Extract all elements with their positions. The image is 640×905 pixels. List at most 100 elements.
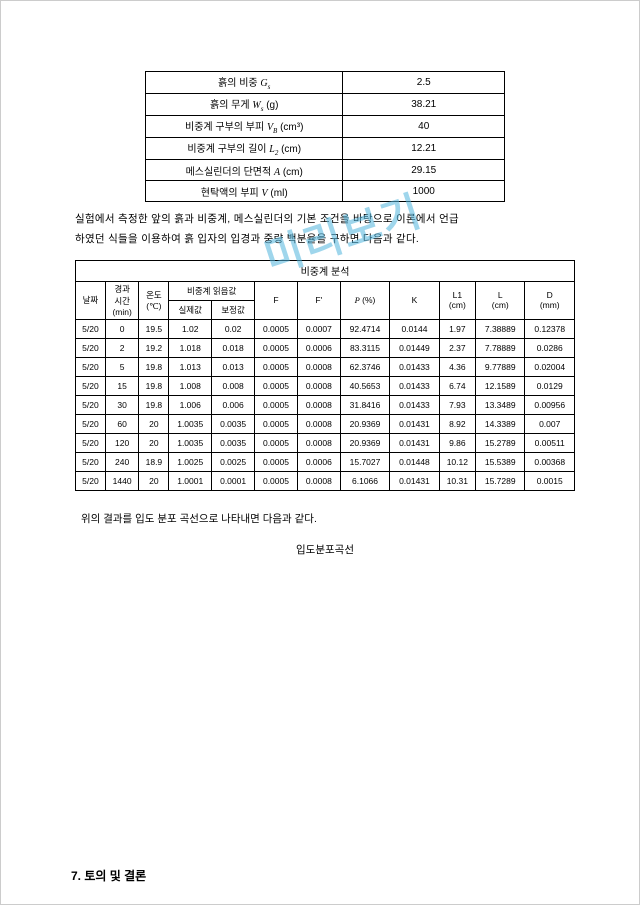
data-cell: 0.01431 [390, 471, 439, 490]
paragraph-1: 실험에서 측정한 앞의 흙과 비중계, 메스실린더의 기본 조건을 바탕으로 이… [75, 210, 579, 250]
data-cell: 0.01449 [390, 338, 439, 357]
data-cell: 5/20 [76, 395, 106, 414]
col-K: K [390, 281, 439, 319]
data-cell: 7.93 [439, 395, 475, 414]
data-cell: 20.9369 [340, 433, 389, 452]
data-cell: 18.9 [139, 452, 169, 471]
data-cell: 0.0035 [212, 433, 255, 452]
data-row: 5/20219.21.0180.0180.00050.000683.31150.… [76, 338, 575, 357]
data-cell: 92.4714 [340, 319, 389, 338]
data-cell: 20 [139, 433, 169, 452]
data-cell: 20.9369 [340, 414, 389, 433]
data-cell: 31.8416 [340, 395, 389, 414]
data-cell: 9.77889 [476, 357, 525, 376]
data-cell: 120 [105, 433, 139, 452]
col-P: P (%) [340, 281, 389, 319]
data-cell: 0.0008 [297, 433, 340, 452]
curve-title: 입도분포곡선 [71, 542, 579, 557]
section-7-heading: 7. 토의 및 결론 [71, 867, 579, 884]
data-cell: 15.7027 [340, 452, 389, 471]
col-reading-group: 비중계 읽음값 [169, 281, 255, 300]
data-table-title: 비중계 분석 [76, 260, 575, 281]
data-cell: 1440 [105, 471, 139, 490]
data-cell: 0.0144 [390, 319, 439, 338]
data-cell: 19.5 [139, 319, 169, 338]
data-cell: 60 [105, 414, 139, 433]
data-cell: 5/20 [76, 452, 106, 471]
params-row: 비중계 구부의 길이 L2 (cm)12.21 [146, 138, 505, 160]
data-cell: 30 [105, 395, 139, 414]
col-F2: F' [297, 281, 340, 319]
col-L: L (cm) [476, 281, 525, 319]
data-cell: 0.0008 [297, 414, 340, 433]
data-cell: 0.02004 [525, 357, 575, 376]
data-cell: 0.00956 [525, 395, 575, 414]
data-cell: 1.0035 [169, 414, 212, 433]
parameters-table: 흙의 비중 Gs2.5흙의 무게 Ws (g)38.21비중계 구부의 부피 V… [145, 71, 505, 202]
data-cell: 5 [105, 357, 139, 376]
data-cell: 1.006 [169, 395, 212, 414]
data-cell: 0.0005 [255, 376, 298, 395]
data-cell: 0.0006 [297, 452, 340, 471]
data-cell: 5/20 [76, 376, 106, 395]
data-cell: 12.1589 [476, 376, 525, 395]
col-time: 경과 시간 (min) [105, 281, 139, 319]
data-row: 5/2024018.91.00250.00250.00050.000615.70… [76, 452, 575, 471]
data-cell: 15.2789 [476, 433, 525, 452]
data-cell: 0.0006 [297, 338, 340, 357]
data-cell: 6.1066 [340, 471, 389, 490]
param-label: 흙의 비중 Gs [146, 72, 343, 94]
data-cell: 62.3746 [340, 357, 389, 376]
data-cell: 0.0005 [255, 319, 298, 338]
data-cell: 15 [105, 376, 139, 395]
data-cell: 0.0007 [297, 319, 340, 338]
data-cell: 5/20 [76, 414, 106, 433]
data-cell: 0.0005 [255, 414, 298, 433]
params-row: 흙의 비중 Gs2.5 [146, 72, 505, 94]
data-cell: 19.8 [139, 357, 169, 376]
col-date: 날짜 [76, 281, 106, 319]
data-row: 5/201440201.00010.00010.00050.00086.1066… [76, 471, 575, 490]
param-value: 1000 [343, 181, 505, 202]
data-cell: 0.0129 [525, 376, 575, 395]
data-cell: 10.31 [439, 471, 475, 490]
param-value: 40 [343, 116, 505, 138]
param-label: 비중계 구부의 길이 L2 (cm) [146, 138, 343, 160]
data-cell: 19.8 [139, 376, 169, 395]
param-label: 비중계 구부의 부피 VB (cm³) [146, 116, 343, 138]
data-cell: 2 [105, 338, 139, 357]
data-cell: 0 [105, 319, 139, 338]
data-cell: 0.013 [212, 357, 255, 376]
data-cell: 6.74 [439, 376, 475, 395]
data-cell: 5/20 [76, 433, 106, 452]
data-cell: 2.37 [439, 338, 475, 357]
data-cell: 13.3489 [476, 395, 525, 414]
data-cell: 1.0025 [169, 452, 212, 471]
data-cell: 0.0008 [297, 395, 340, 414]
param-label: 현탁액의 부피 V (ml) [146, 181, 343, 202]
data-cell: 0.0286 [525, 338, 575, 357]
col-temp: 온도 (℃) [139, 281, 169, 319]
params-row: 현탁액의 부피 V (ml)1000 [146, 181, 505, 202]
data-cell: 9.86 [439, 433, 475, 452]
param-value: 12.21 [343, 138, 505, 160]
data-cell: 0.0005 [255, 395, 298, 414]
data-cell: 8.92 [439, 414, 475, 433]
data-cell: 5/20 [76, 357, 106, 376]
data-cell: 0.0015 [525, 471, 575, 490]
data-row: 5/20120201.00350.00350.00050.000820.9369… [76, 433, 575, 452]
data-cell: 0.02 [212, 319, 255, 338]
params-row: 흙의 무게 Ws (g)38.21 [146, 94, 505, 116]
data-cell: 20 [139, 471, 169, 490]
col-reading-actual: 실제값 [169, 300, 212, 319]
data-cell: 240 [105, 452, 139, 471]
data-cell: 0.018 [212, 338, 255, 357]
data-cell: 19.8 [139, 395, 169, 414]
data-cell: 0.01433 [390, 376, 439, 395]
data-cell: 20 [139, 414, 169, 433]
data-cell: 1.02 [169, 319, 212, 338]
data-cell: 4.36 [439, 357, 475, 376]
param-label: 메스실린더의 단면적 A (cm) [146, 160, 343, 181]
data-cell: 1.0035 [169, 433, 212, 452]
data-cell: 0.0005 [255, 357, 298, 376]
